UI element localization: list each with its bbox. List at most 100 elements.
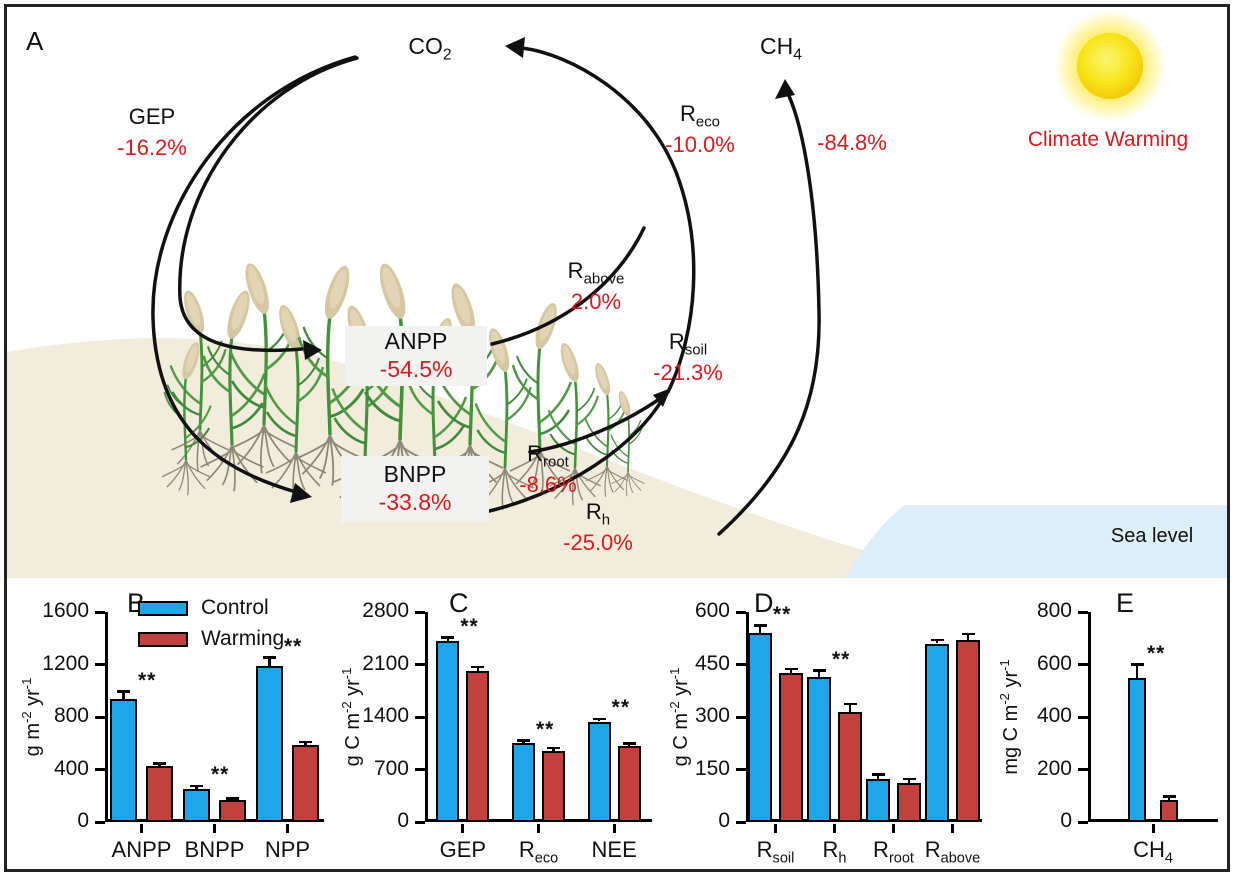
- y-tick-label: 800: [1036, 599, 1072, 622]
- error-bar-cap: [930, 638, 944, 642]
- error-bar-cap: [1130, 663, 1144, 666]
- y-tick-label: 600: [694, 599, 730, 622]
- bar-warming-GEP: [466, 670, 490, 822]
- sea-level-label: Sea level: [1110, 525, 1194, 547]
- panel-e-chart: 0 200 400 600 800 mg C m-2 yr-1 E CH4 **: [988, 584, 1224, 870]
- control-swatch-icon: [138, 600, 188, 616]
- y-axis-tick: [415, 663, 425, 666]
- plot-area: [105, 612, 324, 822]
- significance-marker: **: [832, 647, 851, 671]
- anpp-box: ANPP -54.5%: [345, 326, 487, 386]
- error-bar: [907, 780, 911, 783]
- ch4-flux-percentage: -84.8%: [817, 130, 887, 155]
- error-bar-cap: [471, 665, 485, 669]
- y-tick-label: 150: [694, 756, 730, 780]
- x-axis-tick: [1151, 824, 1155, 833]
- x-axis-tick: [537, 824, 540, 833]
- climate-warming-label: Climate Warming: [1027, 128, 1189, 151]
- y-tick-label: 200: [1036, 756, 1072, 780]
- error-bar-cap: [753, 624, 767, 627]
- error-bar-cap: [961, 632, 975, 636]
- y-axis-label: g m-2 yr-1: [19, 677, 44, 757]
- error-bar-cap: [871, 773, 885, 776]
- y-tick-label: 0: [1060, 809, 1072, 832]
- x-category-label: GEP: [439, 837, 487, 862]
- legend-label-control: Control: [201, 596, 269, 619]
- error-bar-cap: [784, 667, 798, 671]
- bar-warming-Rh: [838, 711, 862, 822]
- legend-label-warming: Warming: [201, 627, 285, 650]
- error-bar: [627, 744, 631, 747]
- y-axis-tick: [95, 768, 105, 771]
- error-bar: [446, 638, 450, 641]
- ecosystem-diagram-illustration: [6, 10, 1228, 578]
- y-axis-tick: [736, 820, 746, 824]
- bar-warming-NEE: [617, 746, 641, 822]
- legend: Control Warming: [138, 596, 284, 658]
- panel-letter: E: [1116, 588, 1135, 618]
- bar-control-Rabove: [925, 643, 949, 822]
- bar-warming-NPP: [292, 744, 319, 822]
- significance-marker: **: [211, 763, 230, 787]
- panel-letter: D: [754, 588, 774, 618]
- sun-icon: [1054, 10, 1166, 122]
- significance-marker: **: [1147, 641, 1166, 665]
- x-category-label: Rabove: [924, 837, 981, 867]
- significance-marker: **: [536, 717, 555, 741]
- y-axis-tick: [1078, 768, 1088, 771]
- warming-swatch-icon: [138, 631, 188, 647]
- panel-letter-a: A: [26, 26, 44, 56]
- error-bar-cap: [153, 762, 166, 765]
- bar-warming-Rsoil: [779, 673, 803, 822]
- error-bar: [158, 764, 161, 766]
- y-tick-label: 2800: [362, 599, 409, 622]
- error-bar: [1135, 665, 1139, 678]
- x-axis-tick: [612, 824, 616, 833]
- error-bar: [195, 787, 198, 790]
- y-axis-label: g C m-2 yr-1: [339, 667, 364, 767]
- x-axis-tick: [892, 824, 895, 833]
- x-axis-tick: [951, 824, 954, 833]
- reco-to-co2-arrow: [520, 46, 696, 394]
- bar-warming-Rabove: [956, 640, 980, 822]
- bar-control-Rsoil: [748, 633, 772, 822]
- x-category-label: NPP: [264, 837, 311, 862]
- rroot-flux-label: Rroot -8.6%: [519, 441, 577, 497]
- y-tick-label: 300: [694, 704, 730, 727]
- significance-marker: **: [460, 614, 479, 638]
- bar-control-Rh: [807, 676, 831, 822]
- x-category-label: Rsoil: [756, 837, 795, 867]
- bar-warming-Reco: [542, 750, 565, 822]
- error-bar: [597, 720, 601, 722]
- y-tick-label: 700: [373, 756, 409, 780]
- bnpp-box: BNPP -33.8%: [341, 456, 489, 522]
- significance-marker: **: [611, 696, 631, 720]
- error-bar: [758, 626, 762, 633]
- error-bar-cap: [190, 784, 203, 788]
- x-category-label: Reco: [518, 837, 559, 867]
- rabove-flux-label: Rabove 2.0%: [567, 258, 625, 314]
- co2-label: CO2: [408, 33, 452, 64]
- error-bar: [848, 705, 852, 712]
- y-tick-label: 600: [1036, 651, 1072, 675]
- significance-marker: **: [138, 668, 157, 692]
- bar-warming-BNPP: [219, 800, 246, 822]
- rroot-arrow: [528, 398, 660, 454]
- error-bar: [1167, 797, 1171, 800]
- error-bar: [122, 692, 125, 699]
- reco-flux-label: Reco -10.0%: [665, 101, 735, 157]
- error-bar: [476, 668, 480, 671]
- x-category-label: ANPP: [111, 837, 172, 862]
- error-bar: [817, 671, 821, 677]
- x-category-label: Rroot: [873, 837, 914, 867]
- x-category-label: Rh: [822, 837, 847, 867]
- plot-area: [425, 612, 652, 822]
- coastal-land: [6, 338, 990, 578]
- y-tick-label: 0: [718, 809, 730, 832]
- error-bar: [789, 670, 793, 674]
- bar-control-ANPP: [110, 698, 137, 822]
- error-bar-cap: [1162, 795, 1176, 798]
- error-bar-cap: [299, 740, 312, 744]
- error-bar-cap: [547, 746, 560, 750]
